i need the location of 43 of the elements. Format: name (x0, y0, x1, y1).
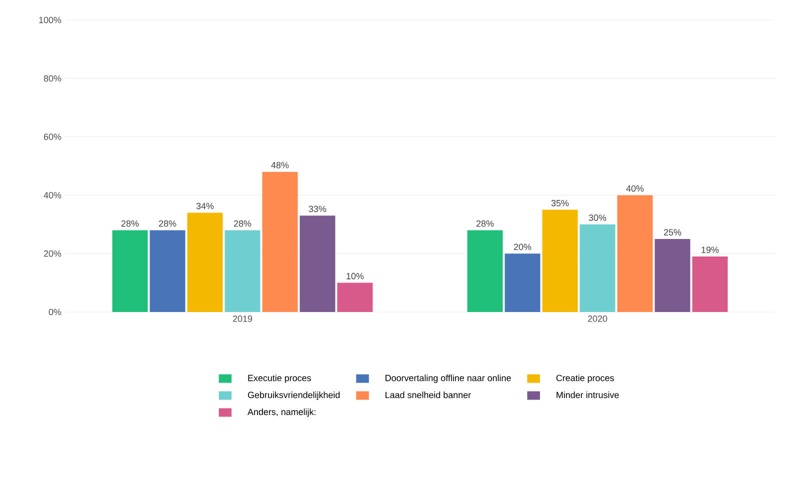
y-tick-label: 100% (39, 16, 62, 24)
data-label: 19% (702, 246, 719, 254)
x-tick-label: 2019 (232, 316, 252, 322)
bar (654, 239, 690, 312)
y-tick-label: 0% (48, 308, 62, 316)
data-label: 30% (588, 214, 606, 221)
bar (150, 230, 186, 312)
bar (112, 230, 148, 312)
bar (187, 212, 223, 312)
data-label: 28% (158, 220, 176, 227)
data-label: 40% (626, 185, 644, 192)
data-label: 28% (234, 220, 252, 227)
legend-label: Doorvertaling offline naar online (386, 374, 511, 383)
bar (617, 195, 653, 312)
bar (580, 224, 616, 312)
data-label: 25% (664, 229, 682, 236)
legend-label: Anders, namelijk: (248, 408, 316, 417)
data-label: 48% (271, 162, 289, 168)
legend-label: Executie proces (248, 374, 311, 383)
bar (542, 210, 578, 312)
data-label: 28% (122, 220, 139, 227)
bar (224, 230, 260, 312)
y-tick-label: 20% (44, 250, 62, 257)
bar (692, 256, 728, 312)
y-tick-label: 60% (44, 134, 62, 140)
bar (504, 254, 540, 312)
bar (262, 172, 298, 312)
data-label: 33% (308, 206, 326, 212)
legend-label: Creatie proces (556, 374, 614, 383)
legend-label: Laad snelheid banner (386, 392, 471, 398)
y-tick-label: 40% (44, 192, 62, 198)
data-label: 34% (196, 202, 214, 210)
data-label: 35% (551, 200, 569, 206)
data-label: 28% (476, 220, 494, 227)
y-tick-label: 80% (44, 75, 62, 82)
bar (300, 216, 336, 312)
data-label: 10% (346, 272, 364, 280)
bar (337, 282, 373, 312)
legend-label: Gebruiksvriendelijkheid (248, 392, 340, 400)
legend-label: Minder intrusive (556, 392, 619, 398)
bar (467, 230, 503, 312)
x-tick-label: 2020 (588, 316, 608, 322)
data-label: 20% (514, 244, 532, 250)
